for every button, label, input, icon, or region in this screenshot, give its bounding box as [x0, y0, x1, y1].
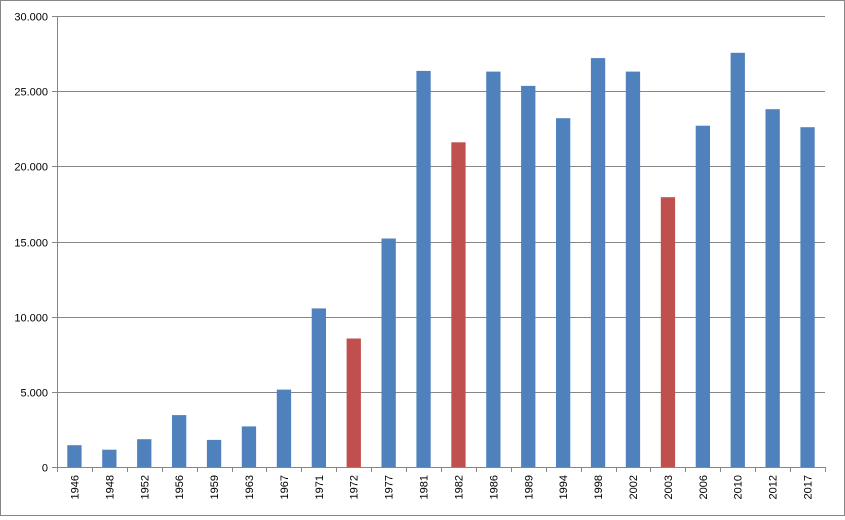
bar-1948 — [102, 449, 117, 467]
bar-2003 — [660, 197, 676, 467]
bar-2017 — [800, 127, 815, 467]
bar-1952 — [137, 439, 152, 467]
x-tick-label: 1952 — [139, 475, 151, 499]
bar-1982 — [451, 142, 466, 468]
x-tick-label: 2002 — [628, 475, 640, 499]
y-tick-label: 20.000 — [14, 162, 48, 174]
x-tick-label: 1948 — [104, 475, 116, 499]
bar-1946 — [67, 445, 82, 467]
bar-1972 — [346, 338, 361, 467]
bar-1967 — [276, 389, 292, 467]
x-tick-labels: 1946 1948 1952 1956 1959 1963 1967 1971 1972 1977… — [70, 475, 815, 499]
x-tick-label: 2012 — [768, 475, 780, 499]
bar-2012 — [765, 109, 780, 467]
axes — [52, 16, 826, 472]
bars — [67, 52, 815, 468]
bar-2010 — [730, 52, 745, 468]
y-tick-labels: 0 5.000 10.000 15.000 20.000 25.000 30.000 — [14, 12, 48, 475]
bar-1981 — [416, 70, 431, 468]
x-tick-label: 1972 — [349, 475, 361, 499]
bar-1956 — [172, 415, 187, 467]
x-tick-label: 1982 — [454, 475, 466, 499]
bar-1998 — [590, 58, 606, 467]
y-tick-label: 25.000 — [14, 87, 48, 99]
x-tick-label: 1971 — [314, 475, 326, 499]
bar-2006 — [695, 125, 710, 467]
bar-1994 — [556, 118, 571, 467]
bar-1963 — [241, 426, 257, 467]
x-tick-label: 2003 — [663, 475, 675, 499]
y-tick-label: 0 — [42, 463, 48, 475]
bar-1989 — [521, 85, 536, 468]
y-tick-label: 15.000 — [14, 238, 48, 250]
y-tick-label: 5.000 — [20, 388, 48, 400]
x-tick-label: 1946 — [70, 475, 82, 499]
x-tick-label: 1963 — [244, 475, 256, 499]
x-tick-label: 1959 — [209, 475, 221, 499]
bar-1959 — [206, 439, 222, 467]
bar-1971 — [311, 308, 326, 467]
bar-1977 — [381, 238, 396, 467]
x-tick-label: 1956 — [174, 475, 186, 499]
x-tick-label: 1989 — [523, 475, 535, 499]
bar-2002 — [625, 71, 641, 467]
y-tick-label: 30.000 — [14, 12, 48, 24]
x-tick-label: 2006 — [698, 475, 710, 499]
y-tick-label: 10.000 — [14, 313, 48, 325]
x-tick-label: 2017 — [803, 475, 815, 499]
x-tick-label: 1977 — [384, 475, 396, 499]
x-tick-label: 1967 — [279, 475, 291, 499]
bar-1986 — [486, 71, 501, 467]
x-tick-label: 2010 — [733, 475, 745, 499]
x-tick-label: 1986 — [488, 475, 500, 499]
x-tick-label: 1994 — [558, 475, 570, 499]
x-tick-label: 1981 — [419, 475, 431, 499]
x-tick-label: 1998 — [593, 475, 605, 499]
